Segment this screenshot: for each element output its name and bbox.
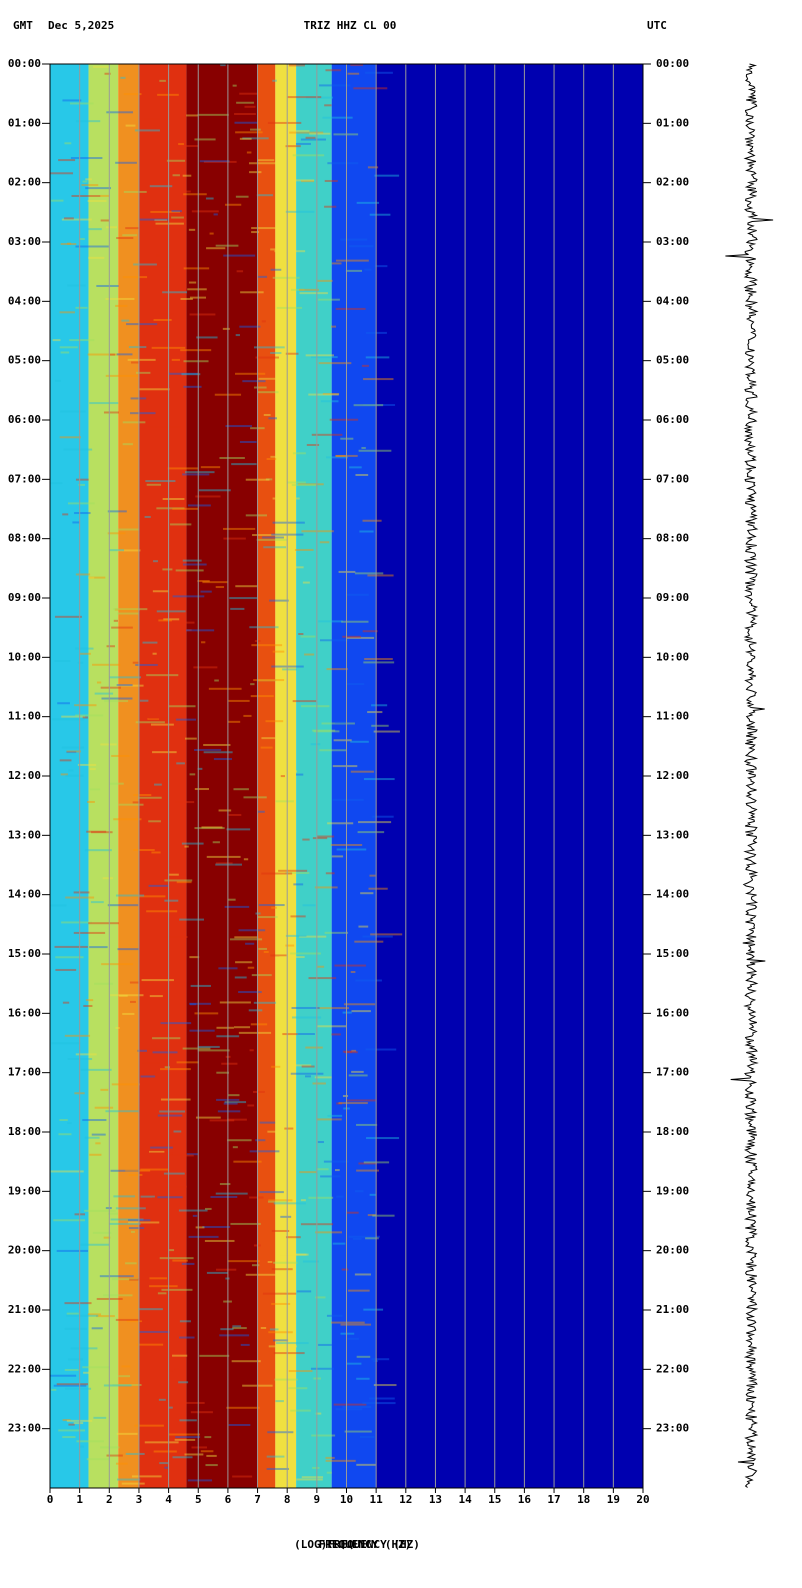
y-tick-label-left: 18:00 [8,1125,41,1138]
y-tick-label-left: 07:00 [8,472,41,485]
x-tick-label: 20 [636,1493,649,1506]
y-tick-label-left: 00:00 [8,57,41,70]
date: Dec 5,2025 [48,19,114,32]
frequency-band [88,64,119,1488]
y-tick-label-left: 01:00 [8,116,41,129]
x-tick-label: 6 [225,1493,232,1506]
y-tick-label-right: 00:00 [656,57,689,70]
y-tick-label-right: 11:00 [656,710,689,723]
x-tick-label: 4 [165,1493,172,1506]
y-tick-label-left: 17:00 [8,1066,41,1079]
x-tick-label: 11 [370,1493,384,1506]
y-tick-label-right: 16:00 [656,1006,689,1019]
frequency-band [331,64,377,1488]
x-tick-label: 8 [284,1493,291,1506]
x-tick-label: 10 [340,1493,353,1506]
y-tick-label-right: 01:00 [656,116,689,129]
y-tick-label-left: 05:00 [8,354,41,367]
y-tick-label-left: 11:00 [8,710,41,723]
y-tick-label-left: 16:00 [8,1006,41,1019]
timezone-right: UTC [647,19,667,32]
y-tick-label-right: 15:00 [656,947,689,960]
x-tick-label: 1 [76,1493,83,1506]
y-tick-label-left: 06:00 [8,413,41,426]
y-tick-label-right: 12:00 [656,769,689,782]
y-tick-label-right: 06:00 [656,413,689,426]
x-axis-label-overlay: FREQUENCY (HZ) [319,1538,412,1551]
frequency-band [50,64,89,1488]
y-tick-label-right: 13:00 [656,828,689,841]
x-tick-label: 0 [47,1493,54,1506]
x-tick-label: 5 [195,1493,202,1506]
y-tick-label-right: 23:00 [656,1422,689,1435]
y-tick-label-left: 15:00 [8,947,41,960]
x-tick-label: 3 [136,1493,143,1506]
y-tick-label-right: 09:00 [656,591,689,604]
frequency-band [257,64,276,1488]
y-tick-label-right: 22:00 [656,1362,689,1375]
y-tick-label-left: 04:00 [8,294,41,307]
y-tick-label-left: 19:00 [8,1184,41,1197]
y-tick-label-right: 20:00 [656,1244,689,1257]
x-tick-label: 14 [458,1493,472,1506]
y-tick-label-left: 20:00 [8,1244,41,1257]
x-tick-label: 17 [547,1493,560,1506]
frequency-band [275,64,297,1488]
y-tick-label-right: 08:00 [656,532,689,545]
y-tick-label-right: 19:00 [656,1184,689,1197]
y-tick-label-right: 05:00 [656,354,689,367]
y-tick-label-left: 14:00 [8,888,41,901]
y-tick-label-left: 12:00 [8,769,41,782]
x-tick-label: 9 [314,1493,321,1506]
y-tick-label-right: 21:00 [656,1303,689,1316]
y-tick-label-left: 23:00 [8,1422,41,1435]
x-tick-label: 19 [607,1493,620,1506]
x-axis-label: (LOG)FREQUENCY (HZ) [294,1538,420,1551]
y-tick-label-left: 02:00 [8,176,41,189]
y-tick-label-right: 07:00 [656,472,689,485]
timezone-left: GMT [13,19,33,32]
y-tick-label-right: 10:00 [656,650,689,663]
y-tick-label-right: 02:00 [656,176,689,189]
y-tick-label-right: 03:00 [656,235,689,248]
x-tick-label: 15 [488,1493,501,1506]
x-tick-label: 2 [106,1493,113,1506]
y-tick-label-left: 03:00 [8,235,41,248]
y-tick-label-right: 14:00 [656,888,689,901]
x-tick-label: 7 [254,1493,261,1506]
x-tick-label: 16 [518,1493,532,1506]
y-tick-label-left: 10:00 [8,650,41,663]
chart-title: TRIZ HHZ CL 00 [304,19,397,32]
texture [50,64,403,1485]
x-tick-label: 12 [399,1493,412,1506]
x-tick-label: 13 [429,1493,442,1506]
y-tick-label-right: 17:00 [656,1066,689,1079]
seismogram-trace [725,63,774,1488]
y-tick-label-right: 04:00 [656,294,689,307]
frequency-band [376,64,643,1488]
y-tick-label-left: 13:00 [8,828,41,841]
y-tick-label-left: 09:00 [8,591,41,604]
frequency-band [296,64,332,1488]
plot-frame [49,63,644,1489]
y-tick-label-left: 08:00 [8,532,41,545]
frequency-band [118,64,139,1488]
y-tick-label-left: 22:00 [8,1362,41,1375]
y-tick-label-left: 21:00 [8,1303,41,1316]
y-tick-label-right: 18:00 [656,1125,689,1138]
frequency-band [138,64,187,1488]
x-tick-label: 18 [577,1493,590,1506]
